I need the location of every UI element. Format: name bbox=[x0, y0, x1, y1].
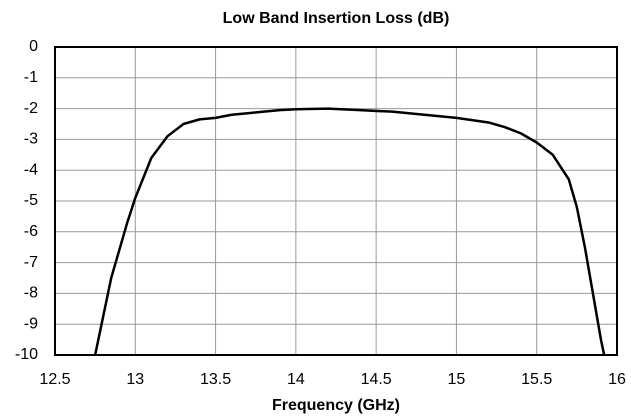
x-tick-label: 15.5 bbox=[521, 371, 552, 388]
y-tick-label: -7 bbox=[24, 254, 38, 271]
chart-title: Low Band Insertion Loss (dB) bbox=[223, 10, 450, 27]
y-tick-label: -2 bbox=[24, 100, 38, 117]
x-axis-label: Frequency (GHz) bbox=[272, 397, 400, 414]
y-tick-label: 0 bbox=[29, 38, 38, 55]
y-tick-label: -4 bbox=[24, 161, 38, 178]
plot-frame bbox=[54, 46, 618, 356]
y-tick-label: -6 bbox=[24, 223, 38, 240]
y-tick-label: -5 bbox=[24, 192, 38, 209]
x-tick-label: 16 bbox=[608, 371, 626, 388]
y-tick-label: -10 bbox=[15, 346, 38, 363]
data-line bbox=[93, 107, 606, 356]
y-tick-label: -8 bbox=[24, 285, 38, 302]
y-tick-label: -1 bbox=[24, 69, 38, 86]
x-tick-label: 14 bbox=[287, 371, 305, 388]
y-tick-label: -9 bbox=[24, 315, 38, 332]
x-tick-label: 14.5 bbox=[361, 371, 392, 388]
x-tick-label: 15 bbox=[448, 371, 466, 388]
y-tick-label: -3 bbox=[24, 131, 38, 148]
x-tick-label: 12.5 bbox=[39, 371, 70, 388]
x-tick-label: 13.5 bbox=[200, 371, 231, 388]
x-tick-label: 13 bbox=[126, 371, 144, 388]
